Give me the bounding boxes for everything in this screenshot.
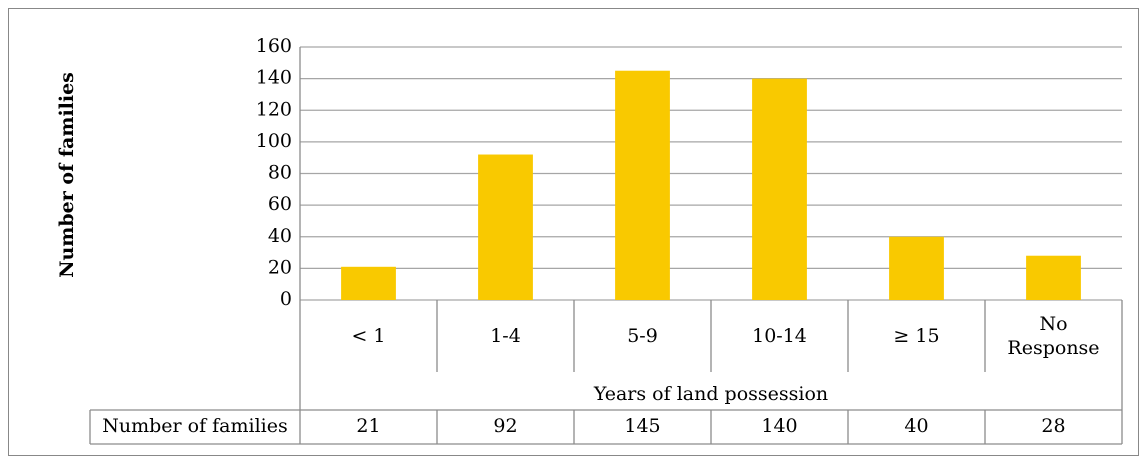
table-value: 145 [624,415,660,437]
y-tick-label: 100 [256,130,292,152]
bar [752,78,807,300]
y-tick-label: 140 [256,67,292,89]
frame [8,8,1139,456]
y-tick-label: 80 [268,162,292,184]
bar [615,70,670,300]
bar [1026,255,1081,300]
bar [478,154,533,300]
table-row-label: Number of families [102,415,288,437]
x-tick-label: < 1 [351,325,386,347]
y-tick-label: 20 [268,256,292,278]
y-tick-label: 120 [256,98,292,120]
table-value: 140 [761,415,797,437]
table-value: 92 [493,415,517,437]
x-tick-label: ≥ 15 [893,325,940,347]
x-tick-label: 1-4 [490,325,521,347]
y-tick-label: 60 [268,193,292,215]
x-tick-label: 5-9 [627,325,658,347]
x-axis-title: Years of land possession [593,383,828,405]
table-value: 21 [356,415,380,437]
bar [889,236,944,300]
table-value: 28 [1041,415,1065,437]
y-axis-title: Number of families [56,72,78,278]
y-tick-label: 160 [256,35,292,57]
x-tick-label: No Response [1007,313,1100,359]
y-tick-label: 0 [280,288,292,310]
table-value: 40 [904,415,928,437]
bar [341,266,396,300]
y-tick-label: 40 [268,225,292,247]
x-tick-label: 10-14 [752,325,807,347]
